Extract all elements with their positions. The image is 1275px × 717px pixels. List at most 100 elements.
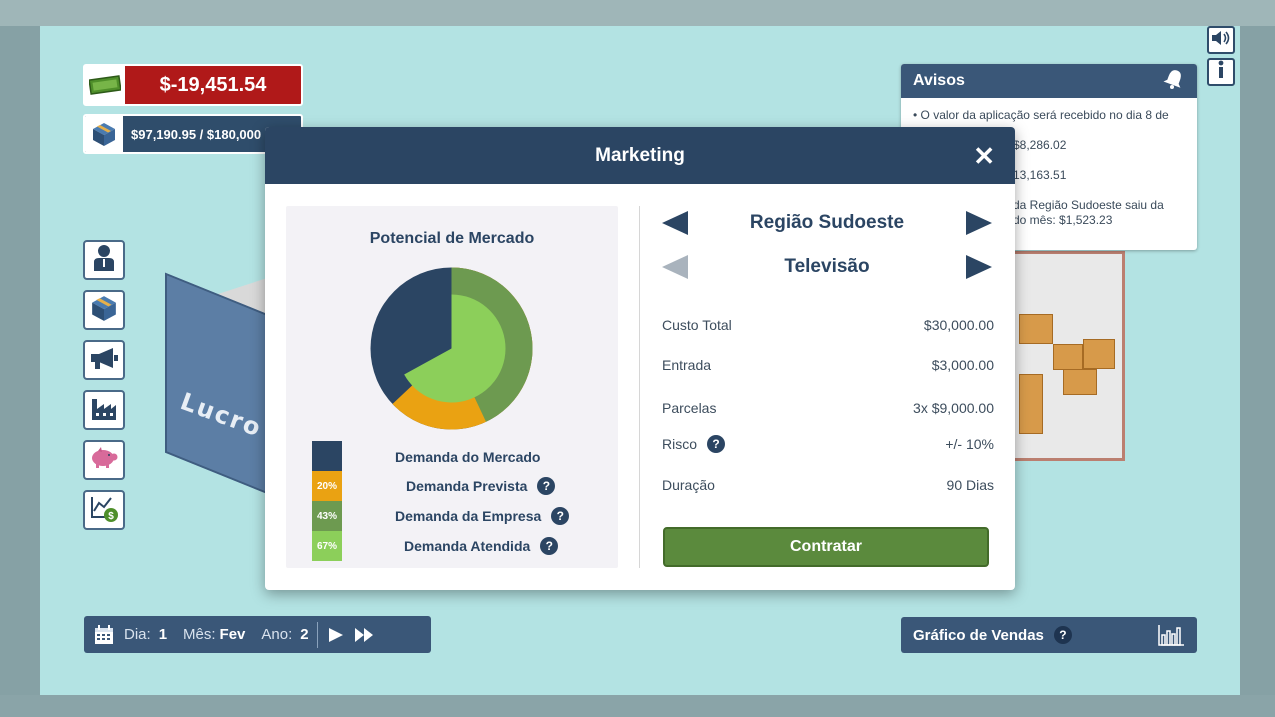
modal-title: Marketing — [595, 144, 685, 166]
close-button[interactable]: ✕ — [973, 141, 995, 171]
region-name: Região Sudoeste — [749, 212, 905, 233]
total-cost-value: $30,000.00 — [923, 317, 994, 333]
day-value: 1 — [158, 626, 168, 643]
sales-chart-label: Gráfico de Vendas — [913, 626, 1044, 644]
box-icon — [85, 116, 123, 152]
duration-value: 90 Dias — [946, 477, 994, 493]
down-payment-value: $3,000.00 — [931, 357, 994, 373]
region-next-arrow-icon[interactable] — [966, 211, 992, 235]
month-value: Fev — [219, 626, 246, 643]
warehouse-box — [1053, 344, 1083, 370]
outer-frame-top — [0, 0, 1275, 26]
market-potential-title: Potencial de Mercado — [369, 230, 535, 247]
legend-text: Demanda do Mercado — [395, 449, 541, 465]
legend-label-forecast: Demanda Prevista ? — [406, 477, 556, 495]
hire-button[interactable]: Contratar — [663, 527, 989, 567]
region-selector: Região Sudoeste — [662, 208, 992, 238]
forecast-help-icon[interactable]: ? — [537, 477, 556, 495]
media-next-arrow-icon[interactable] — [965, 255, 992, 279]
pie-slice-served — [404, 294, 506, 403]
date-bar: Dia: 1 Mês: Fev Ano: 2 — [84, 616, 431, 653]
marketing-button[interactable] — [83, 340, 125, 380]
fast-forward-button[interactable] — [354, 627, 374, 643]
panel-divider — [639, 206, 640, 568]
risk-value: +/- 10% — [945, 436, 994, 452]
risk-help-icon[interactable]: ? — [707, 435, 726, 453]
sound-button[interactable] — [1207, 26, 1235, 54]
sales-help-icon[interactable]: ? — [1053, 626, 1072, 644]
finance-chart-button[interactable]: $ — [83, 490, 125, 530]
media-prev-arrow-icon[interactable] — [662, 255, 688, 279]
year-label: Ano: — [261, 626, 293, 643]
inventory-button[interactable] — [83, 290, 125, 330]
down-payment-row: Entrada $3,000.00 — [662, 357, 994, 373]
svg-text:$: $ — [108, 511, 114, 522]
outer-frame-left — [0, 26, 40, 695]
total-cost-row: Custo Total $30,000.00 — [662, 317, 994, 333]
warehouse-box — [1063, 369, 1097, 395]
legend-text: Demanda Atendida — [404, 538, 531, 554]
notice-item: da Região Sudoeste saiu da — [1013, 198, 1164, 212]
legend-text: Demanda Prevista — [406, 478, 528, 494]
legend-label-served: Demanda Atendida ? — [404, 537, 559, 555]
market-potential-panel: Potencial de Mercado 20% 43% 67% Demanda… — [286, 206, 618, 568]
outer-frame-bottom — [0, 695, 1275, 717]
notice-item: • O valor da aplicação será recebido no … — [913, 108, 1169, 122]
legend-label-market: Demanda do Mercado — [395, 449, 540, 465]
risk-label: Risco — [662, 436, 698, 452]
media-name: Televisão — [784, 256, 870, 277]
bar-chart-icon — [1157, 623, 1185, 647]
month-label: Mês: — [183, 626, 216, 643]
warehouse-box — [1019, 314, 1053, 344]
legend-swatch-served: 67% — [312, 531, 342, 561]
company-help-icon[interactable]: ? — [551, 507, 570, 525]
info-button[interactable] — [1207, 58, 1235, 86]
megaphone-icon — [89, 346, 119, 375]
notices-header: Avisos — [901, 64, 1197, 98]
notices-list: • O valor da aplicação será recebido no … — [901, 98, 1197, 250]
installments-row: Parcelas 3x $9,000.00 — [662, 400, 994, 416]
duration-label: Duração — [662, 477, 715, 493]
risk-label-wrap: Risco ? — [662, 435, 726, 453]
factory-button[interactable] — [83, 390, 125, 430]
savings-button[interactable] — [83, 440, 125, 480]
legend-text: Demanda da Empresa — [395, 508, 542, 524]
person-icon — [92, 244, 116, 277]
day-label: Dia: — [124, 626, 151, 643]
notice-item: do mês: $1,523.23 — [1013, 213, 1113, 227]
marketing-modal[interactable]: Marketing ✕ Potencial de Mercado 20% 43%… — [265, 127, 1015, 590]
manager-button[interactable] — [83, 240, 125, 280]
cash-icon — [85, 66, 125, 104]
warehouse-box — [1083, 339, 1115, 369]
legend-label-company: Demanda da Empresa ? — [395, 507, 570, 525]
balance-value: $-19,451.54 — [159, 73, 267, 96]
notice-item: $8,286.02 — [1013, 138, 1067, 152]
stock-value: $97,190.95 / $180,000 — [131, 126, 262, 142]
balance-panel[interactable]: $-19,451.54 — [83, 64, 303, 106]
notice-item: 13,163.51 — [1013, 168, 1067, 182]
sales-chart-bar[interactable]: Gráfico de Vendas ? — [901, 617, 1197, 653]
duration-row: Duração 90 Dias — [662, 477, 994, 493]
region-prev-arrow-icon[interactable] — [662, 211, 688, 235]
chart-money-icon: $ — [89, 493, 119, 528]
risk-row: Risco ? +/- 10% — [662, 435, 994, 453]
box-icon — [90, 294, 118, 327]
legend-swatch-company: 43% — [312, 501, 342, 531]
warehouse-box — [1019, 374, 1043, 434]
down-payment-label: Entrada — [662, 357, 712, 373]
year-value: 2 — [300, 626, 309, 643]
served-help-icon[interactable]: ? — [540, 537, 559, 555]
warehouse[interactable] — [1010, 251, 1125, 461]
notices-title: Avisos — [913, 72, 965, 89]
market-potential-chart — [370, 267, 533, 430]
installments-value: 3x $9,000.00 — [913, 400, 994, 416]
installments-label: Parcelas — [662, 400, 717, 416]
modal-header: Marketing ✕ — [265, 127, 1015, 184]
play-button[interactable] — [328, 627, 344, 643]
calendar-icon — [94, 624, 114, 645]
outer-frame-right — [1240, 26, 1275, 695]
media-selector: Televisão — [662, 252, 992, 282]
factory-icon — [90, 395, 118, 426]
legend-swatch-market — [312, 441, 342, 471]
bell-icon[interactable] — [1163, 68, 1185, 95]
